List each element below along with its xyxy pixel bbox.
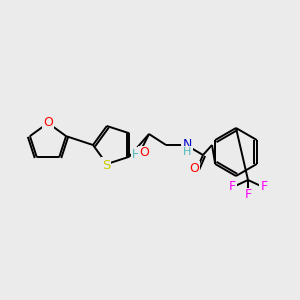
Text: S: S [102, 158, 110, 172]
Text: H: H [183, 147, 191, 157]
Text: N: N [182, 137, 192, 151]
Text: O: O [139, 146, 149, 160]
Text: F: F [228, 181, 236, 194]
Text: F: F [260, 181, 268, 194]
Text: H: H [132, 148, 140, 160]
Text: F: F [244, 188, 252, 202]
Text: O: O [189, 161, 199, 175]
Text: O: O [43, 116, 53, 128]
